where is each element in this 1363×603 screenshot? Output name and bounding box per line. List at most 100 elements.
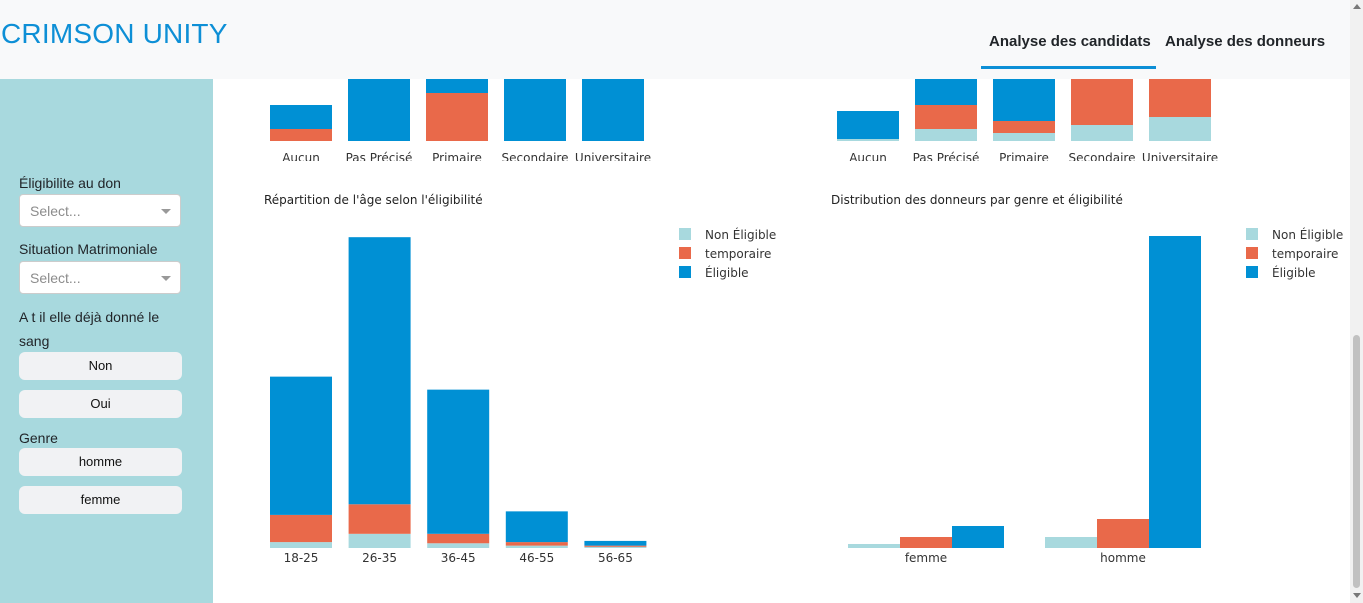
eligibility-label: Éligibilite au don: [19, 175, 121, 191]
bar-primaire-non-eligible[interactable]: [993, 133, 1055, 141]
eligibility-select[interactable]: Select...: [19, 194, 181, 227]
filter-sidebar: Éligibilite au don Select... Situation M…: [0, 79, 213, 603]
bar-primaire-eligible[interactable]: [993, 79, 1055, 121]
marital-label: Situation Matrimoniale: [19, 241, 158, 257]
bar-26-35-temporaire[interactable]: [348, 504, 411, 534]
donated-non-button[interactable]: Non: [19, 352, 182, 380]
bar-18-25-non-eligible[interactable]: [270, 542, 332, 548]
education-eligibility-chart-donneurs: Aucun Pas Précisé Primaire Secondaire Univer…: [837, 79, 1218, 161]
x-tick-label: 26-35: [362, 551, 397, 565]
legend-swatch-non-eligible[interactable]: [1246, 228, 1258, 240]
bar-aucun-non-eligible[interactable]: [837, 139, 899, 141]
bar-18-25-eligible[interactable]: [270, 376, 332, 515]
bar-36-45-eligible[interactable]: [427, 389, 490, 534]
legend-item-temporaire[interactable]: temporaire: [705, 247, 771, 261]
bar-primaire-temporaire[interactable]: [426, 93, 488, 141]
x-tick-label: Primaire: [999, 151, 1049, 161]
legend-item-non-eligible[interactable]: Non Éligible: [705, 227, 776, 242]
x-tick-label: Universitaire: [575, 151, 651, 161]
donated-label-cont: sang: [19, 333, 50, 349]
marital-select[interactable]: Select...: [19, 261, 181, 294]
tab-analyse-donneurs[interactable]: Analyse des donneurs: [1165, 33, 1326, 50]
bar-46-55-non-eligible[interactable]: [505, 545, 568, 548]
tab-analyse-candidats[interactable]: Analyse des candidats: [989, 33, 1151, 50]
x-tick-label: Aucun: [282, 151, 320, 161]
bar-aucun-eligible[interactable]: [270, 105, 332, 129]
bar-36-45-temporaire[interactable]: [427, 533, 490, 544]
x-tick-label: Aucun: [849, 151, 887, 161]
bar-pas-precise-temporaire[interactable]: [915, 105, 977, 129]
legend-swatch-non-eligible[interactable]: [679, 228, 691, 240]
x-tick-label: Secondaire: [1069, 151, 1136, 161]
bar-56-65-temporaire[interactable]: [584, 545, 647, 547]
bar-56-65-eligible[interactable]: [584, 540, 647, 546]
chevron-down-icon[interactable]: [161, 209, 171, 214]
age-eligibility-chart: Répartition de l'âge selon l'éligibilité…: [264, 193, 776, 565]
donated-oui-button[interactable]: Oui: [19, 390, 182, 418]
genre-eligibility-chart: Distribution des donneurs par genre et é…: [831, 193, 1343, 565]
chevron-down-icon[interactable]: [161, 276, 171, 281]
x-tick-label: 56-65: [598, 551, 633, 565]
legend-swatch-temporaire[interactable]: [1246, 247, 1258, 259]
bar-26-35-eligible[interactable]: [348, 237, 411, 505]
bar-pas-precise-eligible[interactable]: [348, 79, 410, 141]
legend-swatch-temporaire[interactable]: [679, 247, 691, 259]
bar-18-25-temporaire[interactable]: [270, 514, 332, 543]
bar-pas-precise-eligible[interactable]: [915, 79, 977, 105]
genre-label: Genre: [19, 430, 58, 446]
x-tick-label: Pas Précisé: [346, 151, 413, 161]
chart-title: Distribution des donneurs par genre et é…: [831, 193, 1123, 207]
bar-femme-temporaire[interactable]: [900, 537, 952, 548]
genre-femme-button[interactable]: femme: [19, 486, 182, 514]
bar-universitaire-eligible[interactable]: [582, 79, 644, 141]
legend-item-temporaire[interactable]: temporaire: [1272, 247, 1338, 261]
legend-item-eligible[interactable]: Éligible: [1272, 265, 1316, 280]
bar-universitaire-temporaire[interactable]: [1149, 79, 1211, 117]
bar-femme-non-eligible[interactable]: [848, 544, 900, 548]
legend-swatch-eligible[interactable]: [679, 266, 691, 278]
legend-swatch-eligible[interactable]: [1246, 266, 1258, 278]
x-tick-label: homme: [1100, 551, 1146, 565]
bar-universitaire-non-eligible[interactable]: [1149, 117, 1211, 141]
bar-homme-eligible[interactable]: [1149, 236, 1201, 548]
eligibility-placeholder: Select...: [30, 203, 81, 219]
bar-secondaire-eligible[interactable]: [504, 79, 566, 141]
app-title[interactable]: CRIMSON UNITY: [1, 18, 228, 49]
legend-item-non-eligible[interactable]: Non Éligible: [1272, 227, 1343, 242]
bar-homme-temporaire[interactable]: [1097, 519, 1149, 548]
legend-item-eligible[interactable]: Éligible: [705, 265, 749, 280]
x-tick-label: Primaire: [432, 151, 482, 161]
bar-26-35-non-eligible[interactable]: [348, 533, 411, 548]
scroll-down-arrow-icon[interactable]: [1353, 593, 1361, 598]
bar-femme-eligible[interactable]: [952, 526, 1004, 548]
x-tick-label: 36-45: [441, 551, 476, 565]
x-tick-label: Pas Précisé: [913, 151, 980, 161]
active-tab-indicator: [981, 66, 1156, 69]
marital-placeholder: Select...: [30, 270, 81, 286]
bar-aucun-eligible[interactable]: [837, 111, 899, 139]
x-tick-label: femme: [905, 551, 947, 565]
scroll-up-arrow-icon[interactable]: [1353, 4, 1361, 9]
genre-homme-button[interactable]: homme: [19, 448, 182, 476]
bar-46-55-eligible[interactable]: [505, 511, 568, 543]
scroll-thumb[interactable]: [1353, 335, 1360, 588]
page-scrollbar[interactable]: [1350, 0, 1363, 603]
bar-36-45-non-eligible[interactable]: [427, 543, 490, 548]
bar-homme-non-eligible[interactable]: [1045, 537, 1097, 548]
chart-title: Répartition de l'âge selon l'éligibilité: [264, 193, 483, 207]
bar-primaire-temporaire[interactable]: [993, 121, 1055, 133]
x-tick-label: Universitaire: [1142, 151, 1218, 161]
bar-primaire-eligible[interactable]: [426, 79, 488, 93]
bar-secondaire-temporaire[interactable]: [1071, 79, 1133, 125]
top-navbar: CRIMSON UNITY Analyse des candidats Anal…: [0, 0, 1350, 79]
x-tick-label: 46-55: [519, 551, 554, 565]
bar-46-55-temporaire[interactable]: [505, 542, 568, 546]
bar-aucun-temporaire[interactable]: [270, 129, 332, 141]
bar-56-65-non-eligible[interactable]: [584, 546, 647, 548]
x-tick-label: Secondaire: [502, 151, 569, 161]
bar-secondaire-non-eligible[interactable]: [1071, 125, 1133, 141]
x-tick-label: 18-25: [284, 551, 319, 565]
education-eligibility-chart-candidats: Aucun Pas Précisé Primaire Secondaire Univer…: [270, 79, 651, 161]
donated-label: A t il elle déjà donné le: [19, 309, 160, 325]
bar-pas-precise-non-eligible[interactable]: [915, 129, 977, 141]
